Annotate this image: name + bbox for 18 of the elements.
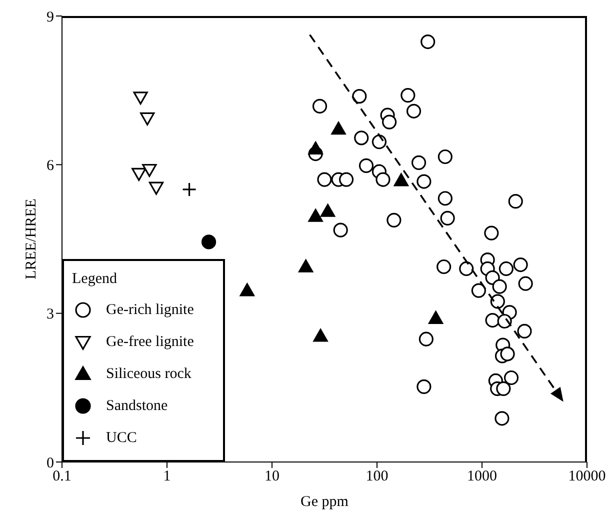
x-tick-label: 1000: [467, 468, 497, 485]
legend-title: Legend: [72, 271, 118, 288]
legend-label: Siliceous rock: [106, 366, 192, 382]
y-tick-label: 3: [46, 306, 54, 323]
legend-label: Ge-rich lignite: [106, 302, 194, 318]
y-tick-label: 9: [46, 9, 54, 26]
legend-label: Ge-free lignite: [106, 334, 194, 350]
y-tick-label: 0: [46, 455, 54, 472]
x-axis-title: Ge ppm: [300, 494, 349, 510]
y-tick-label: 6: [46, 158, 54, 174]
x-tick-label: 100: [366, 468, 388, 485]
x-tick-label: 10: [264, 468, 280, 485]
x-tick-label: 0.1: [52, 468, 72, 485]
x-tick-label: 1: [163, 468, 171, 485]
legend-label: Sandstone: [106, 398, 168, 414]
y-axis-title: LREE/HREE: [23, 198, 40, 280]
x-tick-label: 10000: [568, 468, 606, 485]
legend-label: UCC: [106, 430, 137, 446]
